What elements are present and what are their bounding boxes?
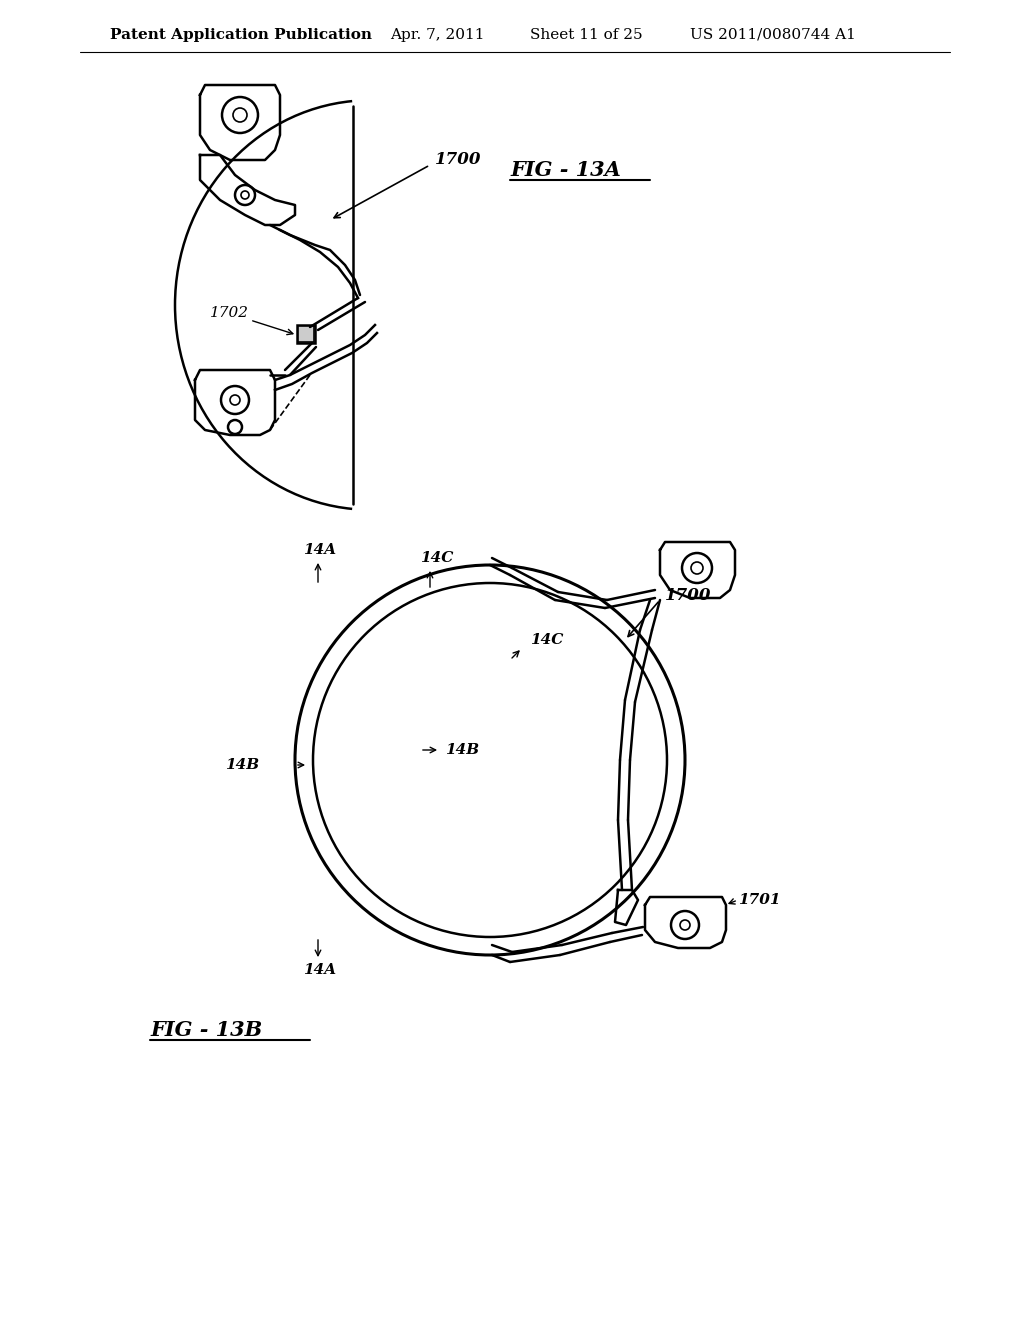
Text: Patent Application Publication: Patent Application Publication [110, 28, 372, 42]
Text: 1700: 1700 [435, 152, 481, 169]
Text: 1701: 1701 [738, 894, 780, 907]
Text: 14B: 14B [225, 758, 259, 772]
Text: 1700: 1700 [665, 586, 712, 603]
Text: 14A: 14A [303, 964, 336, 977]
Text: 14A: 14A [303, 543, 336, 557]
Bar [297, 325, 315, 343]
Text: 1702: 1702 [210, 306, 249, 319]
Text: 14C: 14C [530, 634, 563, 647]
Bar [298, 326, 314, 342]
Text: Sheet 11 of 25: Sheet 11 of 25 [530, 28, 643, 42]
Text: FIG - 13B: FIG - 13B [150, 1020, 262, 1040]
Text: US 2011/0080744 A1: US 2011/0080744 A1 [690, 28, 856, 42]
Text: 14B: 14B [445, 743, 479, 756]
Text: FIG - 13A: FIG - 13A [510, 160, 621, 180]
Text: Apr. 7, 2011: Apr. 7, 2011 [390, 28, 484, 42]
Text: 14C: 14C [420, 550, 454, 565]
